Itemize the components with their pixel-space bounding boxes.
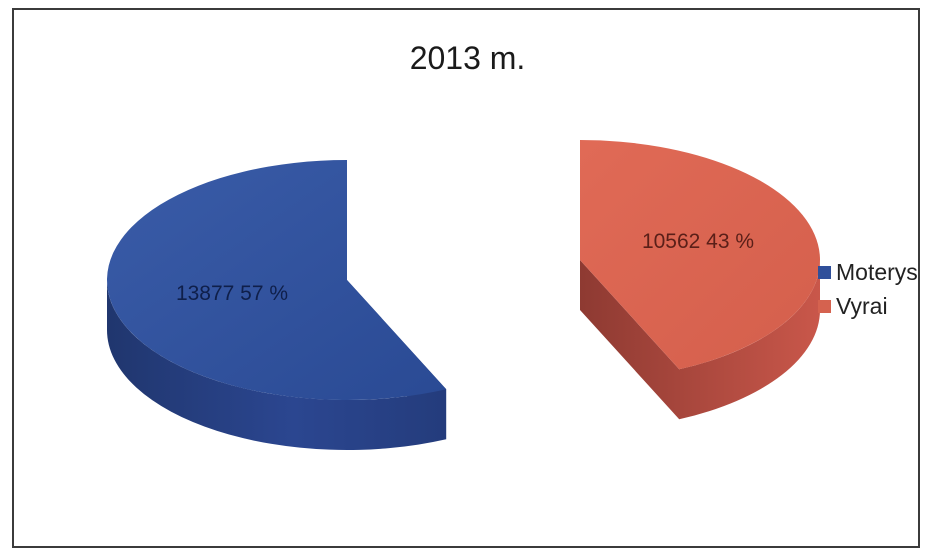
chart-title: 2013 m. [409, 40, 526, 76]
slice-moterys-top [107, 160, 447, 400]
slice-moterys [107, 160, 447, 450]
legend-swatch-moterys [818, 265, 831, 279]
legend-label-vyrai: Vyrai [836, 292, 888, 319]
slice-vyrai-side [580, 260, 820, 420]
slice-vyrai [580, 140, 821, 420]
legend-label-moterys: Moterys [836, 258, 918, 285]
legend: Moterys Vyrai [818, 255, 918, 323]
data-label-moterys: 13877 57 % [176, 282, 288, 305]
legend-item-vyrai: Vyrai [818, 289, 918, 323]
data-label-vyrai: 10562 43 % [642, 230, 754, 253]
slice-vyrai-top [580, 140, 821, 370]
legend-swatch-vyrai [818, 299, 831, 313]
legend-item-moterys: Moterys [818, 255, 918, 289]
